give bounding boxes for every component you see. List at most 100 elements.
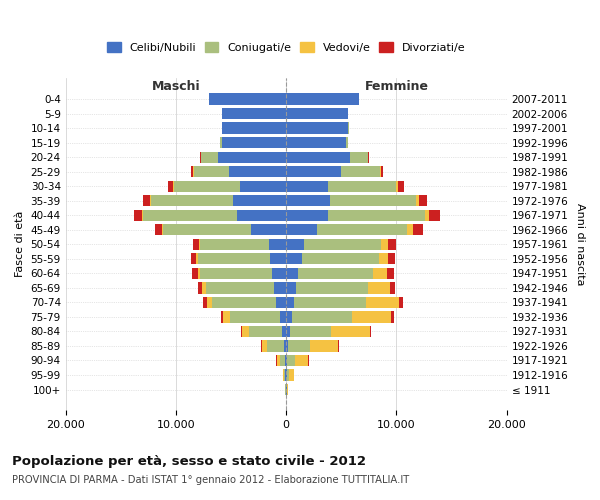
Bar xyxy=(222,108,286,120)
Bar xyxy=(373,268,386,279)
Y-axis label: Anni di nascita: Anni di nascita xyxy=(575,203,585,285)
Bar xyxy=(398,296,403,308)
Text: Maschi: Maschi xyxy=(152,80,200,92)
Bar xyxy=(201,152,218,163)
Bar xyxy=(295,355,308,366)
Bar xyxy=(286,224,317,235)
Bar xyxy=(286,326,290,337)
Bar xyxy=(209,94,286,105)
Bar xyxy=(365,296,398,308)
Bar xyxy=(240,180,286,192)
Bar xyxy=(200,268,272,279)
Bar xyxy=(200,152,201,163)
Bar xyxy=(286,152,350,163)
Bar xyxy=(370,326,371,337)
Bar xyxy=(286,282,296,294)
Bar xyxy=(304,238,381,250)
Bar xyxy=(249,326,283,337)
Bar xyxy=(161,224,163,235)
Text: PROVINCIA DI PARMA - Dati ISTAT 1° gennaio 2012 - Elaborazione TUTTITALIA.IT: PROVINCIA DI PARMA - Dati ISTAT 1° genna… xyxy=(12,475,409,485)
Bar xyxy=(296,282,368,294)
Bar xyxy=(302,253,379,264)
Bar xyxy=(284,340,286,351)
Bar xyxy=(283,326,286,337)
Bar xyxy=(397,180,398,192)
Bar xyxy=(286,210,328,221)
Bar xyxy=(220,137,222,148)
Bar xyxy=(286,340,289,351)
Bar xyxy=(212,296,276,308)
Bar xyxy=(143,210,236,221)
Bar xyxy=(149,195,151,206)
Bar xyxy=(419,195,427,206)
Bar xyxy=(286,122,348,134)
Bar xyxy=(151,195,233,206)
Bar xyxy=(368,282,390,294)
Bar xyxy=(191,166,193,177)
Bar xyxy=(429,210,440,221)
Bar xyxy=(286,238,304,250)
Bar xyxy=(221,312,223,322)
Bar xyxy=(269,253,286,264)
Bar xyxy=(331,195,416,206)
Bar xyxy=(286,195,331,206)
Bar xyxy=(416,195,419,206)
Bar xyxy=(350,152,368,163)
Bar xyxy=(193,268,198,279)
Bar xyxy=(286,137,346,148)
Bar xyxy=(413,224,423,235)
Bar xyxy=(286,180,328,192)
Bar xyxy=(391,312,394,322)
Bar xyxy=(233,195,286,206)
Bar xyxy=(286,253,302,264)
Bar xyxy=(277,355,280,366)
Bar xyxy=(310,340,338,351)
Bar xyxy=(272,268,286,279)
Bar xyxy=(317,224,407,235)
Bar xyxy=(286,355,287,366)
Bar xyxy=(292,312,352,322)
Bar xyxy=(287,355,295,366)
Bar xyxy=(425,210,429,221)
Bar xyxy=(268,340,284,351)
Bar xyxy=(386,268,394,279)
Bar xyxy=(331,326,370,337)
Bar xyxy=(379,253,388,264)
Bar xyxy=(222,137,286,148)
Bar xyxy=(348,122,349,134)
Bar xyxy=(222,122,286,134)
Bar xyxy=(163,224,251,235)
Bar xyxy=(286,296,294,308)
Bar xyxy=(142,210,143,221)
Bar xyxy=(223,312,230,322)
Bar xyxy=(236,210,286,221)
Bar xyxy=(284,370,286,380)
Bar xyxy=(286,166,341,177)
Y-axis label: Fasce di età: Fasce di età xyxy=(15,211,25,278)
Bar xyxy=(143,195,149,206)
Bar xyxy=(174,180,240,192)
Bar xyxy=(283,370,284,380)
Bar xyxy=(155,224,161,235)
Bar xyxy=(286,94,359,105)
Bar xyxy=(286,108,348,120)
Bar xyxy=(398,180,404,192)
Bar xyxy=(352,312,391,322)
Bar xyxy=(218,152,286,163)
Bar xyxy=(207,296,212,308)
Bar xyxy=(388,253,395,264)
Bar xyxy=(194,166,229,177)
Legend: Celibi/Nubili, Coniugati/e, Vedovi/e, Divorziati/e: Celibi/Nubili, Coniugati/e, Vedovi/e, Di… xyxy=(103,38,469,57)
Bar xyxy=(203,296,207,308)
Bar xyxy=(274,282,286,294)
Bar xyxy=(198,268,200,279)
Bar xyxy=(191,253,196,264)
Bar xyxy=(251,224,286,235)
Bar xyxy=(286,268,298,279)
Bar xyxy=(388,238,397,250)
Bar xyxy=(289,340,310,351)
Bar xyxy=(380,166,383,177)
Bar xyxy=(285,355,286,366)
Bar xyxy=(287,370,289,380)
Text: Femmine: Femmine xyxy=(364,80,428,92)
